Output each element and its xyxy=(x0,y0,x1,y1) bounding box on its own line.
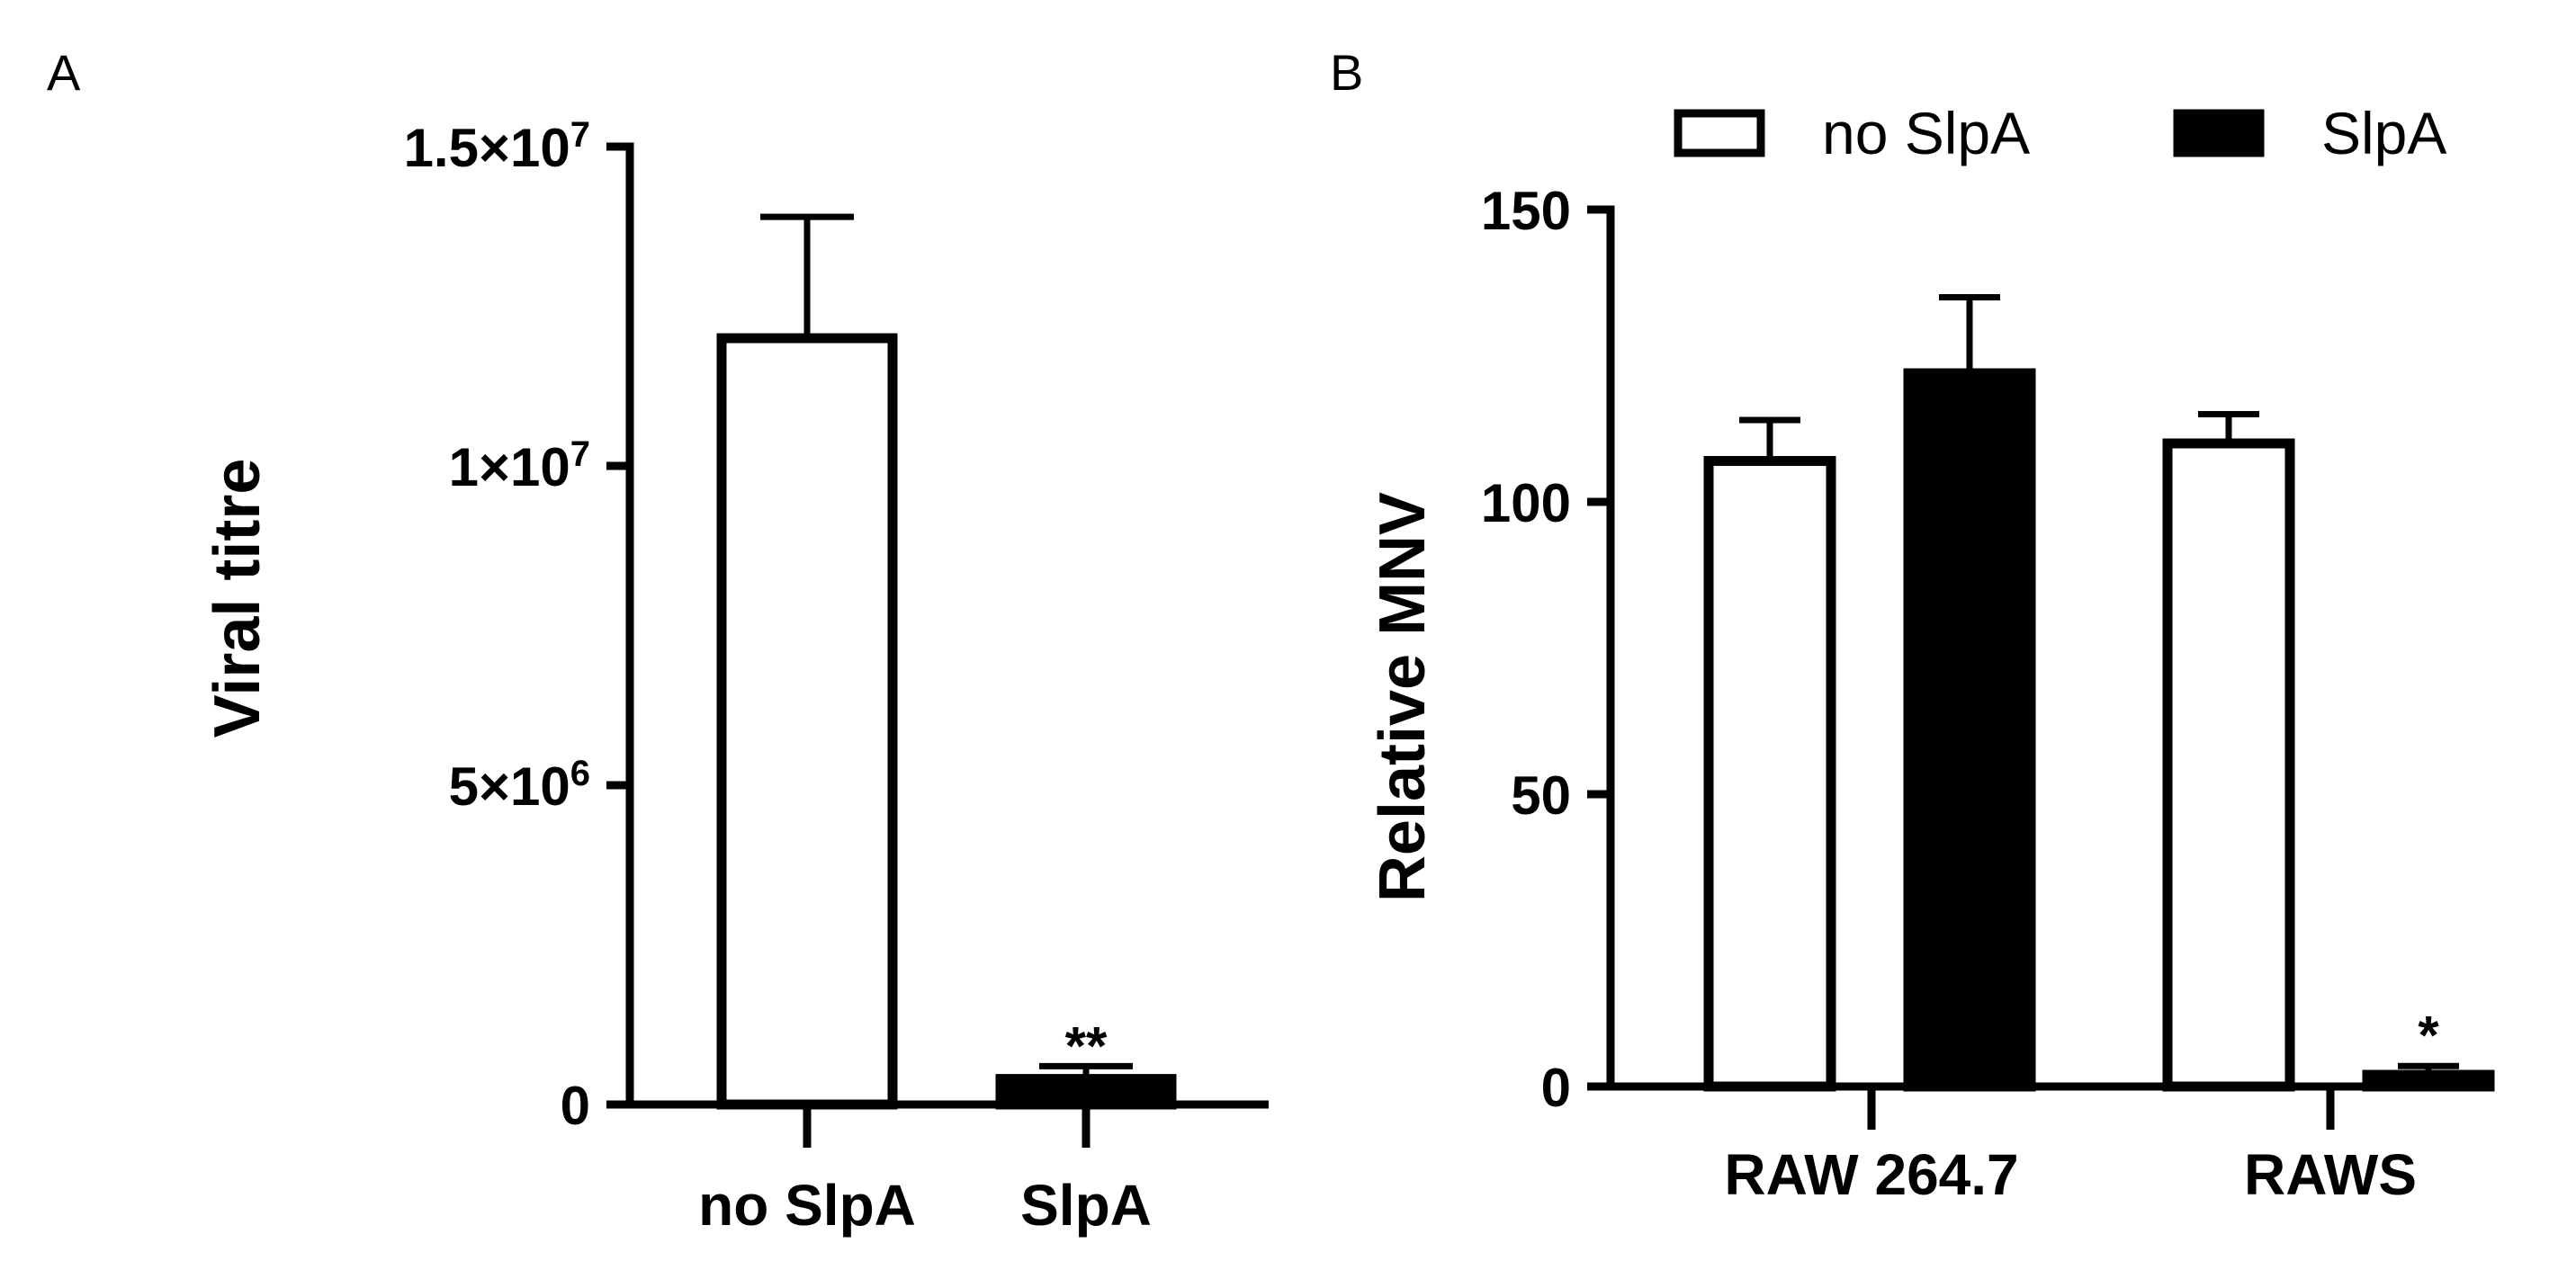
y-tick-label: 0 xyxy=(561,1076,590,1136)
y-tick-label: 5×106 xyxy=(449,754,590,817)
bar xyxy=(1903,368,2036,1092)
legend-label: SlpA xyxy=(2321,100,2446,166)
legend-swatch xyxy=(1674,109,1765,157)
y-tick-label: 0 xyxy=(1541,1058,1571,1118)
y-tick-label: 100 xyxy=(1481,473,1571,533)
significance-marker: ** xyxy=(1065,1015,1108,1076)
bar xyxy=(2362,1069,2495,1092)
panel-b-ylabel: Relative MNV xyxy=(1367,492,1439,902)
bar xyxy=(2162,438,2295,1092)
panel-a-ylabel: Viral titre xyxy=(202,459,274,738)
significance-marker: * xyxy=(2418,1005,2439,1065)
bar xyxy=(716,333,898,1110)
y-tick-label: 1.5×107 xyxy=(404,115,590,178)
bar xyxy=(1703,456,1836,1092)
y-tick-label: 1×107 xyxy=(449,434,590,497)
y-tick-label: 50 xyxy=(1511,765,1571,826)
legend-label: no SlpA xyxy=(1822,100,2030,166)
x-category-label: SlpA xyxy=(1020,1173,1152,1238)
x-category-label: RAWS xyxy=(2244,1142,2417,1207)
y-tick-label: 150 xyxy=(1481,181,1571,241)
x-category-label: no SlpA xyxy=(698,1173,916,1238)
panel-b-plot: no SlpA SlpA 0 50 100 150 RAW 264.7 RAWS * xyxy=(1481,100,2495,1207)
panel-b-label: B xyxy=(1330,44,1363,101)
legend-swatch xyxy=(2173,109,2265,157)
panel-a-plot: 0 5×106 1×107 1.5×107 no SlpA SlpA ** xyxy=(404,115,1269,1238)
panel-a-label: A xyxy=(47,44,81,101)
x-category-label: RAW 264.7 xyxy=(1724,1142,2018,1207)
bar xyxy=(995,1074,1177,1110)
